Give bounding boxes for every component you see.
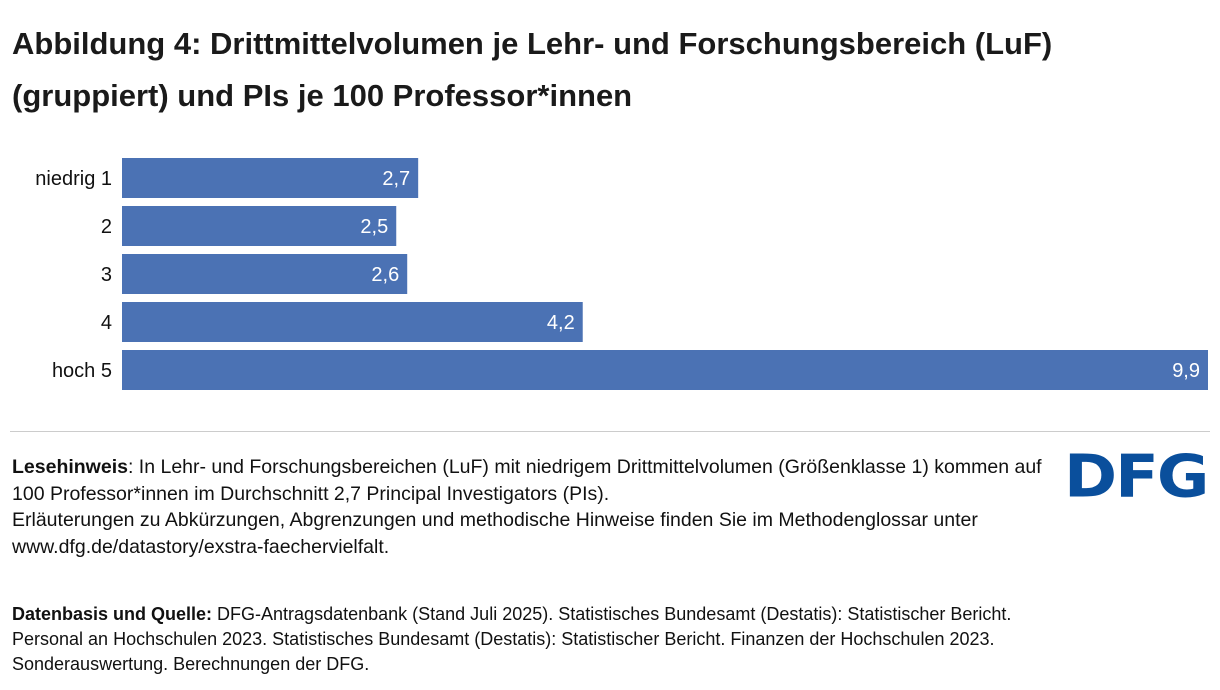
- bar-chart: niedrig 1 2,7 2 2,5 3 2,6 4 4,2 hoch 5 9,9: [35, 158, 1208, 390]
- data-label: 9,9: [1172, 360, 1200, 382]
- bar: [122, 350, 1208, 390]
- chart-title: Abbildung 4: Drittmittelvolumen je Lehr-…: [12, 26, 1053, 113]
- bar: [122, 206, 397, 246]
- bar: [122, 254, 408, 294]
- data-label: 4,2: [547, 312, 575, 334]
- data-label: 2,5: [360, 216, 388, 238]
- source-label: Datenbasis und Quelle:: [12, 604, 213, 624]
- note-text-2: Erläuterungen zu Abkürzungen, Abgrenzung…: [12, 509, 978, 558]
- source-note: Datenbasis und Quelle: DFG-Antragsdatenb…: [12, 602, 1042, 677]
- note-text: : In Lehr- und Forschungsbereichen (LuF)…: [12, 456, 1042, 505]
- category-label: 4: [101, 312, 112, 334]
- source-text: DFG-Antragsdatenbank (Stand Juli 2025). …: [12, 604, 1012, 674]
- note-label: Lesehinweis: [12, 456, 128, 478]
- category-label: 3: [101, 264, 112, 286]
- reading-note: Lesehinweis: In Lehr- und Forschungsbere…: [12, 454, 1042, 560]
- category-label: niedrig 1: [35, 168, 112, 190]
- category-label: 2: [101, 216, 112, 238]
- bar: [122, 302, 583, 342]
- divider: [10, 431, 1210, 432]
- bar: [122, 158, 419, 198]
- data-label: 2,7: [382, 168, 410, 190]
- category-label: hoch 5: [52, 360, 112, 382]
- data-label: 2,6: [371, 264, 399, 286]
- dfg-logo: DFG: [1064, 442, 1209, 512]
